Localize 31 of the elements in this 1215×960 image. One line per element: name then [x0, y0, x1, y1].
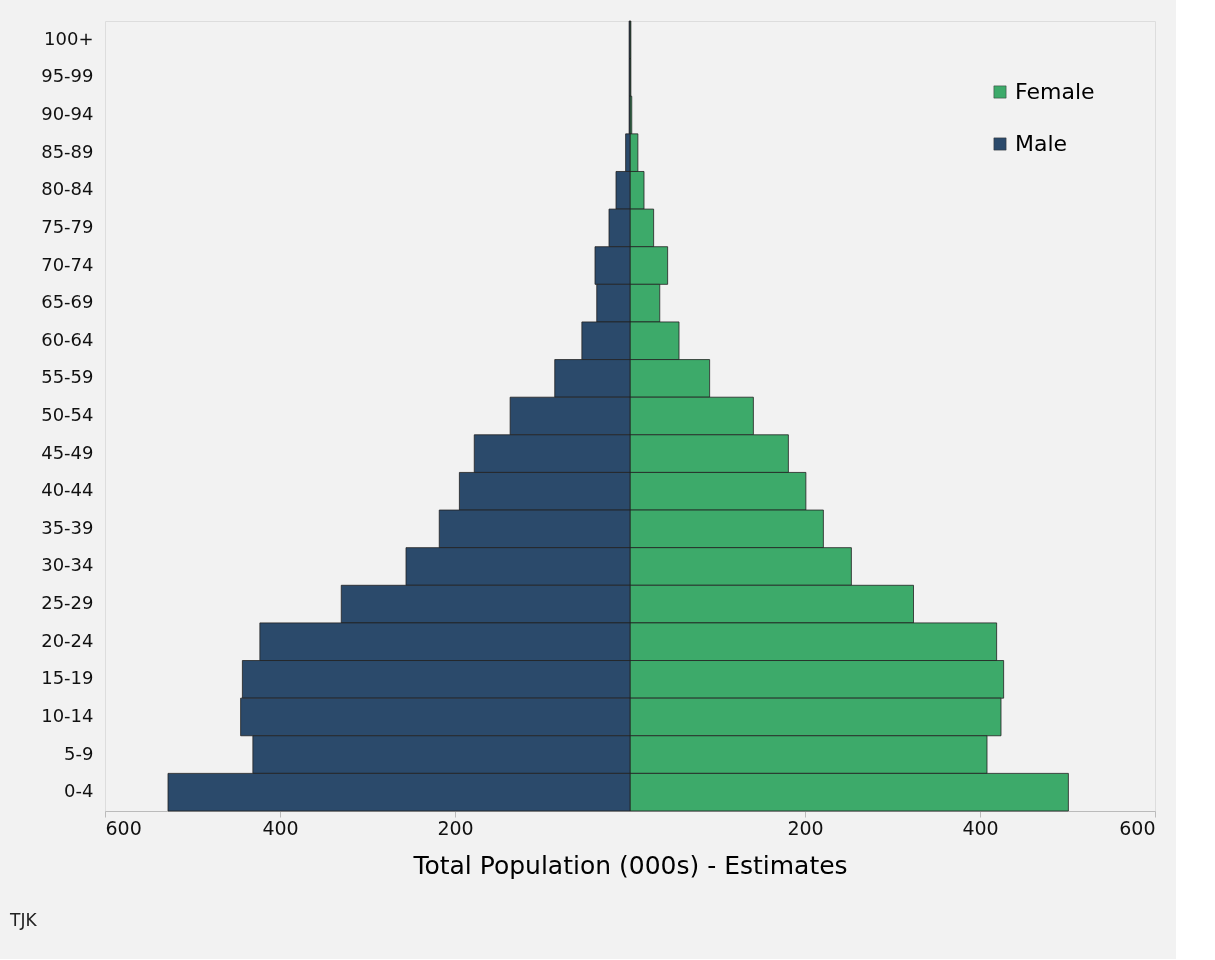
y-tick-label: 0-4 — [64, 780, 94, 802]
x-tick-label: 400 — [262, 816, 299, 839]
y-tick-label: 60-64 — [41, 328, 94, 350]
y-tick-label: 30-34 — [41, 554, 94, 576]
y-tick-label: 45-49 — [41, 441, 94, 463]
legend-label: Male — [1015, 131, 1068, 156]
y-tick-label: 65-69 — [41, 291, 94, 313]
x-tick-label: 200 — [787, 816, 824, 839]
y-tick-label: 55-59 — [41, 366, 94, 388]
y-tick-label: 25-29 — [41, 592, 94, 614]
legend-label: Female — [1015, 79, 1095, 104]
x-tick-label: 600 — [1119, 816, 1156, 839]
y-tick-label: 5-9 — [64, 742, 94, 764]
y-tick-label: 95-99 — [41, 65, 94, 87]
y-tick-label: 100+ — [44, 27, 94, 49]
y-tick-label: 10-14 — [41, 704, 94, 726]
x-tick-label: 600 — [105, 816, 142, 839]
y-tick-label: 90-94 — [41, 103, 94, 125]
x-tick-label: 400 — [962, 816, 999, 839]
x-axis-title: Total Population (000s) - Estimates — [412, 850, 848, 880]
y-tick-label: 75-79 — [41, 215, 94, 237]
y-tick-label: 80-84 — [41, 178, 94, 200]
text: TJK — [9, 910, 38, 930]
y-tick-label: 50-54 — [41, 404, 94, 425]
y-tick-label: 15-19 — [41, 667, 94, 689]
y-tick-label: 20-24 — [41, 629, 94, 651]
y-tick-label: 70-74 — [41, 253, 94, 275]
y-tick-label: 35-39 — [41, 516, 94, 538]
x-tick-label: 200 — [437, 816, 474, 839]
y-tick-label: 40-44 — [41, 479, 94, 501]
y-tick-label: 85-89 — [41, 140, 94, 162]
